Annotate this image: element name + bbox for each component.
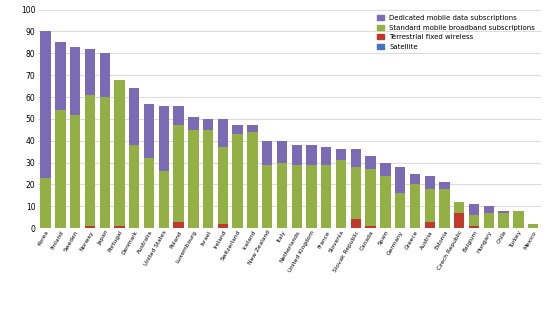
Bar <box>55 42 66 110</box>
Bar <box>454 202 465 213</box>
Bar <box>144 158 154 228</box>
Bar <box>425 176 435 189</box>
Bar <box>262 165 272 228</box>
Bar <box>144 104 154 158</box>
Bar <box>440 189 450 228</box>
Bar <box>85 95 95 226</box>
Bar <box>159 106 169 171</box>
Bar <box>70 47 80 114</box>
Bar <box>365 169 376 226</box>
Legend: Dedicated mobile data subscriptions, Standard mobile broadband subscriptions, Te: Dedicated mobile data subscriptions, Sta… <box>375 13 537 52</box>
Bar <box>484 213 494 228</box>
Bar <box>99 53 110 97</box>
Bar <box>498 213 509 228</box>
Bar <box>159 171 169 228</box>
Bar <box>292 145 302 165</box>
Bar <box>365 156 376 169</box>
Bar <box>469 204 479 215</box>
Bar <box>114 226 124 228</box>
Bar <box>306 165 317 228</box>
Bar <box>174 126 184 222</box>
Bar <box>513 211 524 228</box>
Bar <box>306 145 317 165</box>
Bar <box>351 167 361 219</box>
Bar <box>277 163 287 228</box>
Bar <box>247 132 258 228</box>
Bar <box>425 189 435 222</box>
Bar <box>484 206 494 213</box>
Bar <box>218 147 228 224</box>
Bar <box>233 134 243 228</box>
Bar <box>336 150 346 160</box>
Bar <box>114 80 124 226</box>
Bar <box>498 211 509 213</box>
Bar <box>129 88 139 145</box>
Bar <box>85 49 95 95</box>
Bar <box>410 184 420 228</box>
Bar <box>395 193 405 228</box>
Bar <box>218 119 228 147</box>
Bar <box>351 219 361 228</box>
Bar <box>188 130 199 228</box>
Bar <box>454 213 465 228</box>
Bar <box>292 165 302 228</box>
Bar <box>99 97 110 228</box>
Bar <box>247 126 258 132</box>
Bar <box>321 165 331 228</box>
Bar <box>85 226 95 228</box>
Bar <box>262 141 272 165</box>
Bar <box>203 130 213 228</box>
Bar <box>70 114 80 228</box>
Bar <box>336 160 346 228</box>
Bar <box>188 117 199 130</box>
Bar <box>380 176 390 228</box>
Bar <box>55 110 66 228</box>
Bar <box>469 226 479 228</box>
Bar <box>40 31 51 178</box>
Bar <box>351 150 361 167</box>
Bar <box>528 224 538 228</box>
Bar <box>40 178 51 228</box>
Bar <box>174 106 184 126</box>
Bar <box>365 226 376 228</box>
Bar <box>129 145 139 228</box>
Bar <box>321 147 331 165</box>
Bar <box>395 167 405 193</box>
Bar <box>174 222 184 228</box>
Bar <box>233 126 243 134</box>
Bar <box>380 163 390 176</box>
Bar <box>469 215 479 226</box>
Bar <box>203 119 213 130</box>
Bar <box>410 174 420 184</box>
Bar <box>218 224 228 228</box>
Bar <box>425 222 435 228</box>
Bar <box>440 182 450 189</box>
Bar <box>277 141 287 163</box>
